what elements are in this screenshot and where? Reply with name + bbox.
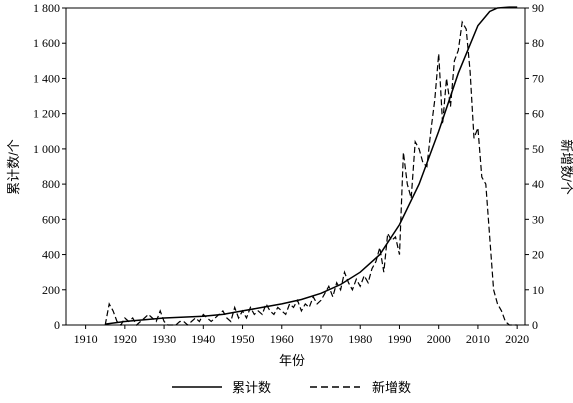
right-y-tick-label: 60 (532, 107, 544, 121)
right-y-tick-label: 80 (532, 36, 544, 50)
left-y-tick-label: 0 (54, 318, 60, 332)
right-y-tick-label: 30 (532, 212, 544, 226)
left-y-tick-label: 1 000 (33, 142, 60, 156)
right-y-axis-label: 新增数/个 (559, 139, 573, 195)
x-tick-label: 1970 (309, 332, 333, 346)
legend-label-new: 新增数 (372, 380, 411, 395)
plot-frame (65, 7, 526, 326)
left-y-tick-label: 1 800 (33, 1, 60, 15)
right-y-tick-label: 50 (532, 142, 544, 156)
right-y-tick-label: 90 (532, 1, 544, 15)
left-y-tick-label: 200 (42, 283, 60, 297)
right-y-tick-label: 20 (532, 248, 544, 262)
series-line-new-count (104, 20, 518, 326)
x-axis-label: 年份 (279, 353, 305, 368)
left-y-tick-label: 600 (42, 212, 60, 226)
x-tick-label: 1980 (348, 332, 372, 346)
right-y-tick-label: 10 (532, 283, 544, 297)
x-tick-label: 2000 (427, 332, 451, 346)
legend: 累计数 新增数 (172, 380, 411, 395)
series-layer (104, 6, 518, 326)
series-line-cumulative (105, 6, 518, 325)
x-tick-label: 1990 (387, 332, 411, 346)
x-tick-label: 2020 (505, 332, 529, 346)
left-y-tick-label: 1 600 (33, 36, 60, 50)
right-y-tick-label: 70 (532, 71, 544, 85)
axes-group (65, 7, 526, 326)
legend-label-cumulative: 累计数 (232, 380, 271, 395)
left-y-tick-label: 1 400 (33, 71, 60, 85)
left-y-tick-label: 1 200 (33, 107, 60, 121)
x-tick-label: 1950 (231, 332, 255, 346)
x-tick-label: 1910 (74, 332, 98, 346)
x-tick-label: 1930 (152, 332, 176, 346)
left-y-tick-label: 400 (42, 248, 60, 262)
right-y-tick-label: 0 (532, 318, 538, 332)
x-tick-label: 1940 (191, 332, 215, 346)
left-y-axis-label: 累计数/个 (6, 139, 21, 195)
x-tick-label: 1920 (113, 332, 137, 346)
x-tick-label: 1960 (270, 332, 294, 346)
ticks-group: 1910 1920 1930 1940 1950 1960 1970 1980 1990 2000… (33, 1, 544, 346)
right-y-tick-label: 40 (532, 177, 544, 191)
left-y-tick-label: 800 (42, 177, 60, 191)
x-tick-label: 2010 (466, 332, 490, 346)
